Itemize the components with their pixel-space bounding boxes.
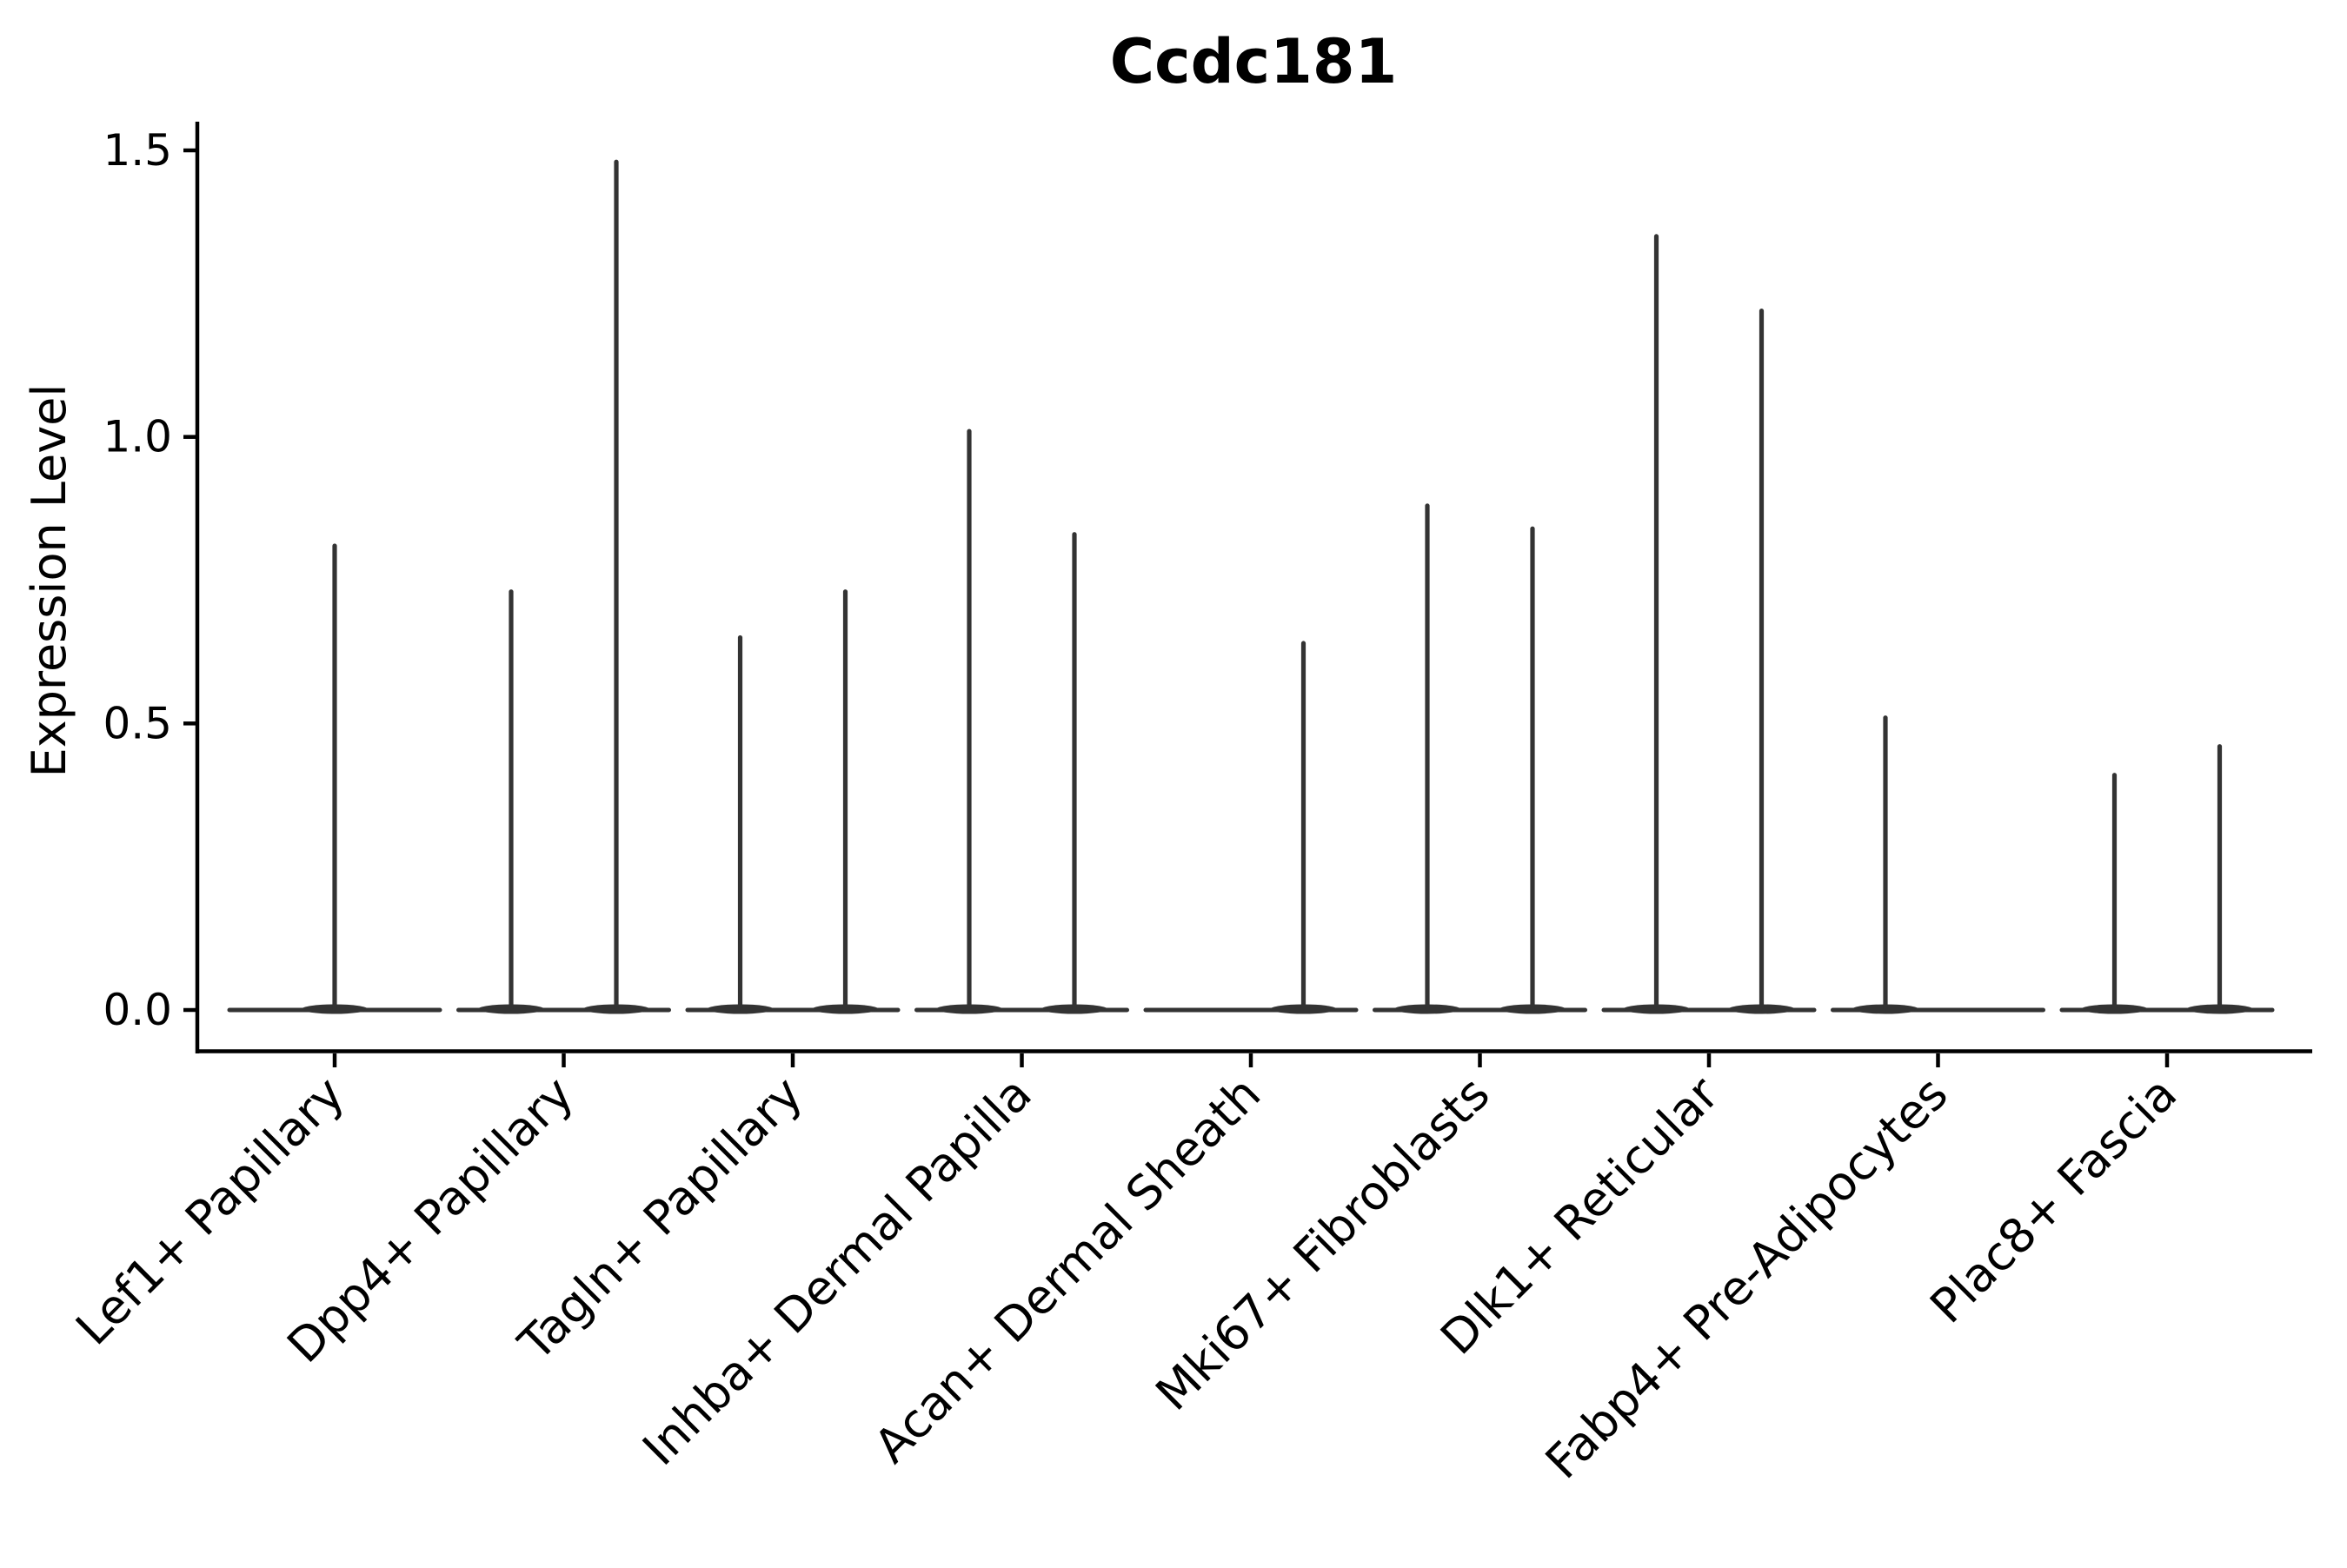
y-tick-label: 1.0 xyxy=(103,412,172,462)
x-tick-label: Fabp4+ Pre-Adipocytes xyxy=(1535,1066,1958,1490)
y-axis-ticks: 0.0 0.5 1.0 1.5 xyxy=(103,125,196,1035)
violins xyxy=(227,159,2275,1014)
x-tick-label: Acan+ Dermal Sheath xyxy=(864,1066,1271,1473)
x-tick-label: Plac8+ Fascia xyxy=(1919,1066,2187,1334)
y-tick-label: 1.5 xyxy=(103,125,172,176)
chart-title: Ccdc181 xyxy=(1110,26,1398,97)
x-tick-label: Inhba+ Dermal Papilla xyxy=(632,1066,1041,1476)
y-tick-label: 0.5 xyxy=(103,698,172,748)
y-axis-label: Expression Level xyxy=(22,384,76,778)
y-tick-label: 0.0 xyxy=(103,985,172,1035)
